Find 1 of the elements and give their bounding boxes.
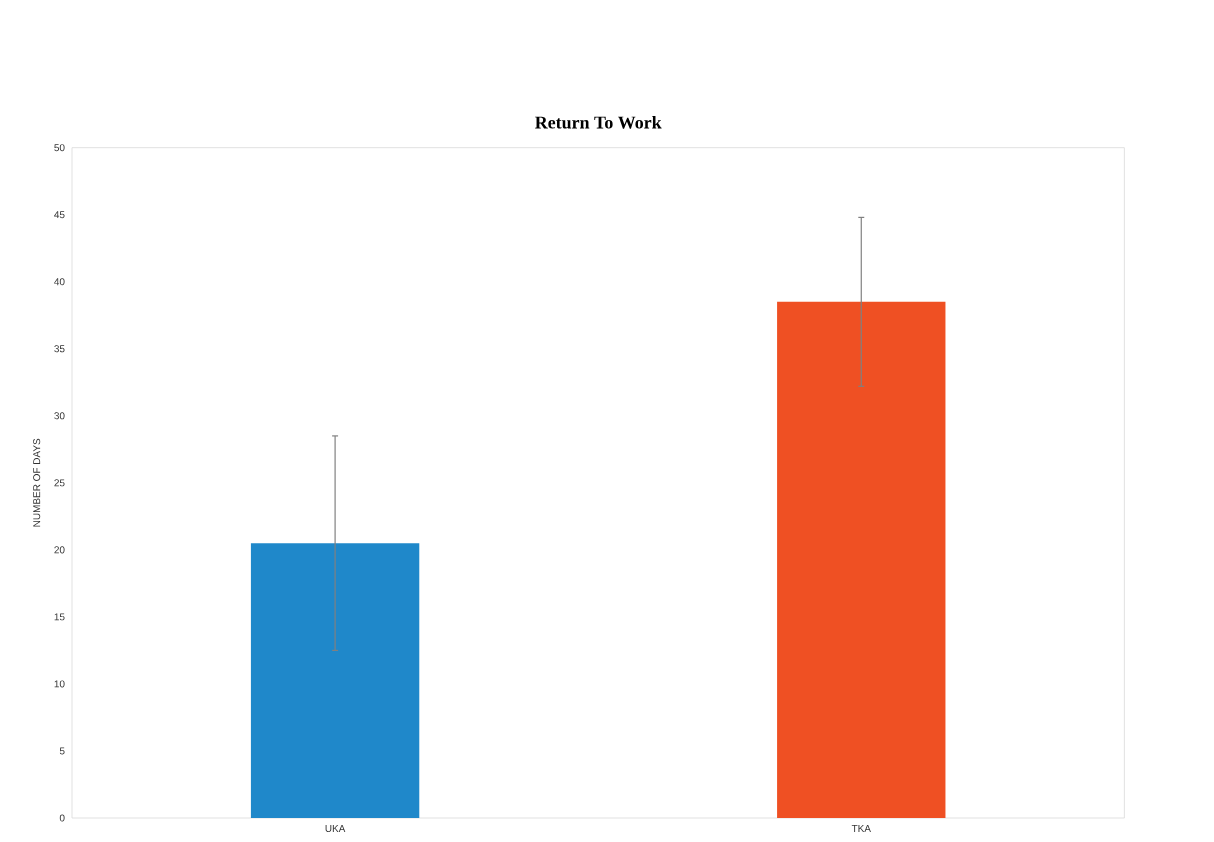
chart-title: Return To Work	[535, 115, 662, 129]
